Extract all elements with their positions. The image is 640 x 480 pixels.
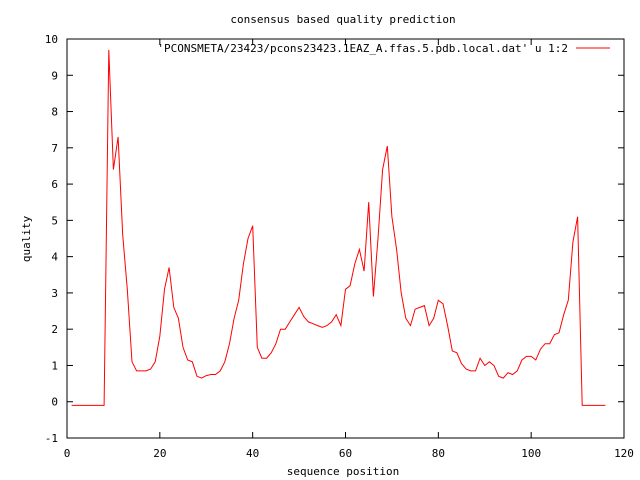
x-tick-label: 60 xyxy=(339,447,352,460)
y-tick-label: 3 xyxy=(51,287,58,300)
y-tick-label: 6 xyxy=(51,178,58,191)
y-tick-label: 7 xyxy=(51,142,58,155)
y-tick-label: 2 xyxy=(51,323,58,336)
y-tick-label: 4 xyxy=(51,251,58,264)
x-tick-label: 120 xyxy=(614,447,634,460)
y-tick-label: 0 xyxy=(51,396,58,409)
x-axis-ticks: 0 20 40 60 80 100 120 xyxy=(64,39,634,460)
x-tick-label: 0 xyxy=(64,447,71,460)
y-tick-label: 9 xyxy=(51,69,58,82)
y-axis-label: quality xyxy=(20,215,33,262)
series-line xyxy=(71,49,606,406)
chart-title: consensus based quality prediction xyxy=(230,13,455,26)
plot-border xyxy=(66,38,625,439)
legend: 'PCONSMETA/23423/pcons23423.1EAZ_A.ffas.… xyxy=(157,42,610,55)
x-tick-label: 20 xyxy=(153,447,166,460)
x-tick-label: 40 xyxy=(246,447,259,460)
y-tick-label: -1 xyxy=(45,432,58,445)
y-tick-label: 1 xyxy=(51,359,58,372)
y-axis-ticks: -1 0 1 2 3 4 5 6 7 8 9 10 xyxy=(45,33,624,445)
legend-label: 'PCONSMETA/23423/pcons23423.1EAZ_A.ffas.… xyxy=(157,42,568,55)
x-tick-label: 100 xyxy=(521,447,541,460)
y-tick-label: 5 xyxy=(51,214,58,227)
y-tick-label: 8 xyxy=(51,106,58,119)
x-tick-label: 80 xyxy=(432,447,445,460)
y-tick-label: 10 xyxy=(45,33,58,46)
x-axis-label: sequence position xyxy=(287,465,400,478)
